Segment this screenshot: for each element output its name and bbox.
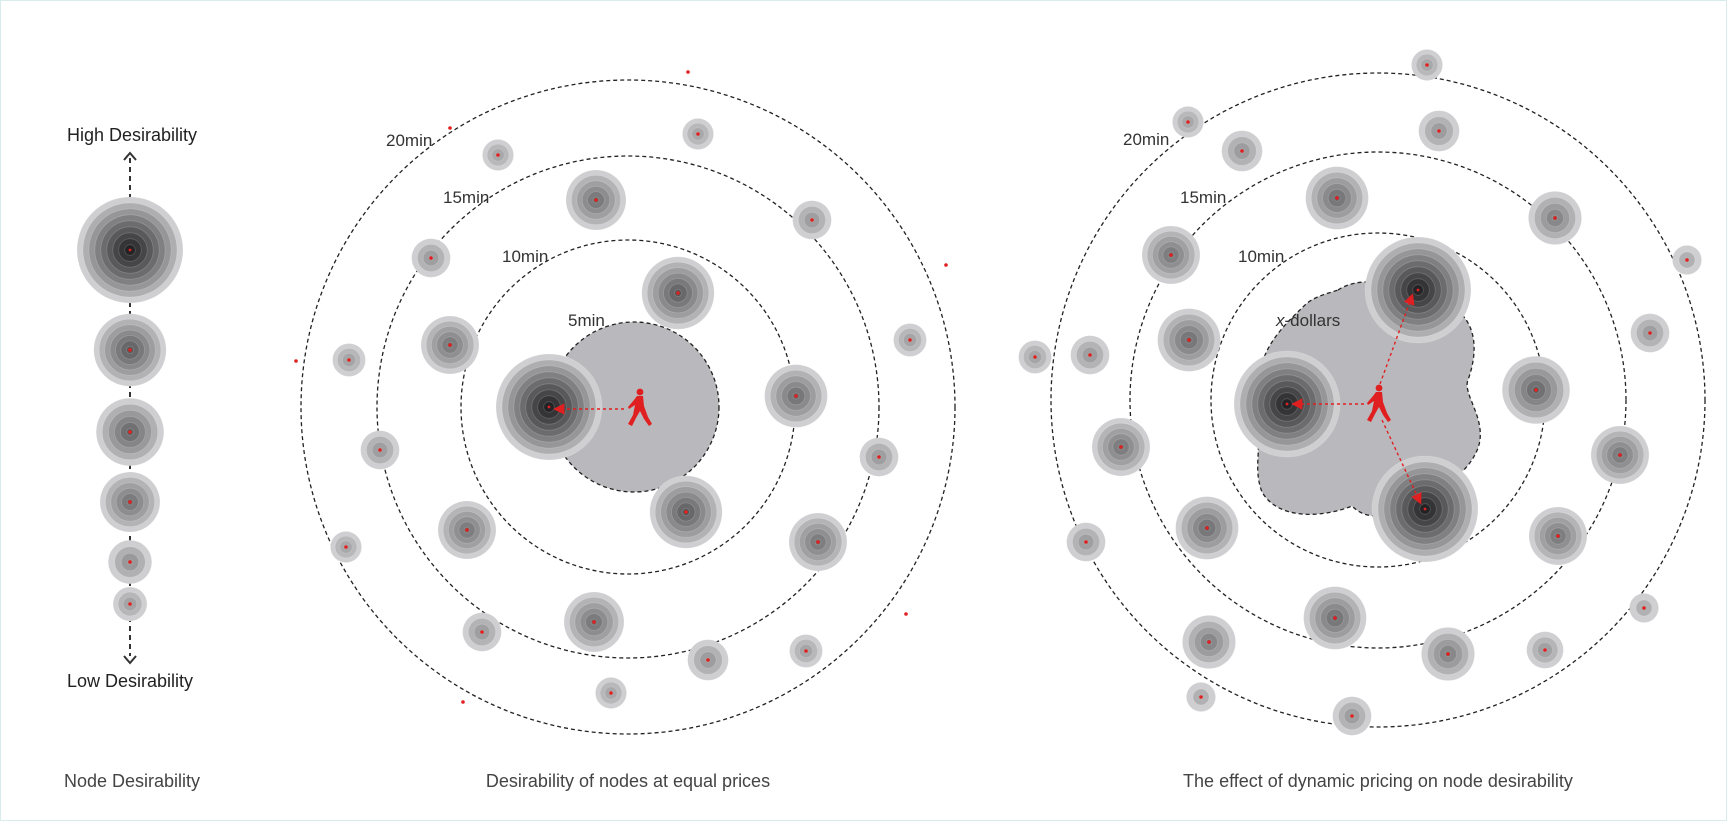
scale-node-icon — [112, 586, 148, 622]
desirability-node-icon — [1418, 110, 1460, 152]
ring-20min — [1050, 72, 1706, 728]
desirability-node-icon — [1672, 244, 1703, 275]
ring-label-15min: 15min — [443, 188, 489, 207]
arrow-down-icon — [123, 655, 137, 665]
panel-dynamic-pricing: 20min 15min 10min x-dollars The effect o… — [1018, 49, 1706, 791]
desirability-node-icon — [360, 430, 400, 470]
desirability-node-icon — [1303, 586, 1367, 650]
ring-15min — [376, 155, 880, 659]
empty-node-dot — [686, 70, 690, 74]
ring-label-20min: 20min — [386, 131, 432, 150]
ring-label-10min: 10min — [502, 247, 548, 266]
scale-node-icon — [95, 397, 165, 467]
desirability-node-icon — [329, 531, 362, 564]
dynamic-pricing-caption: The effect of dynamic pricing on node de… — [1183, 771, 1573, 791]
nodes-equal-prices — [294, 70, 948, 710]
desirability-node-icon — [1175, 496, 1239, 560]
desirability-node-icon — [1070, 335, 1110, 375]
ring-label-10min: 10min — [1238, 247, 1284, 266]
desirability-node-icon — [1590, 425, 1650, 485]
travel-arrow-up — [1379, 293, 1415, 385]
desirability-node-icon — [649, 475, 723, 549]
high-desirability-label: High Desirability — [67, 125, 197, 145]
node-desirability-scale: High Desirability Low Desirability Node … — [64, 125, 200, 791]
ring-15min — [1129, 151, 1627, 649]
desirability-node-icon — [1233, 350, 1341, 458]
desirability-node-icon — [481, 138, 514, 171]
desirability-node-icon — [411, 238, 451, 278]
desirability-node-icon — [1066, 522, 1106, 562]
empty-node-dot — [461, 700, 465, 704]
desirability-node-icon — [1629, 593, 1660, 624]
desirability-node-icon — [764, 364, 828, 428]
desirability-node-icon — [1172, 106, 1205, 139]
desirability-node-icon — [565, 169, 627, 231]
desirability-node-icon — [641, 256, 715, 330]
desirability-node-icon — [332, 343, 366, 377]
desirability-node-icon — [420, 315, 480, 375]
desirability-node-icon — [1221, 130, 1263, 172]
desirability-node-icon — [682, 118, 715, 151]
desirability-node-icon — [687, 639, 729, 681]
desirability-node-icon — [1091, 417, 1151, 477]
ring-20min — [300, 79, 956, 735]
scale-node-icon — [107, 539, 153, 585]
desirability-node-icon — [1411, 49, 1444, 82]
zone-price-unit: -dollars — [1285, 311, 1341, 330]
desirability-node-icon — [1157, 308, 1221, 372]
empty-node-dot — [448, 126, 452, 130]
scale-node-icon — [76, 196, 184, 304]
desirability-node-icon — [1528, 190, 1583, 245]
empty-node-dot — [904, 612, 908, 616]
ring-label-20min: 20min — [1123, 130, 1169, 149]
desirability-node-icon — [1421, 627, 1476, 682]
arrow-up-icon — [123, 151, 137, 161]
desirability-node-icon — [1018, 340, 1052, 374]
ring-label-5min: 5min — [568, 311, 605, 330]
scale-node-icon — [99, 471, 161, 533]
desirability-node-icon — [1371, 455, 1479, 563]
zone-price-label: x-dollars — [1275, 311, 1340, 330]
desirability-node-icon — [1526, 631, 1564, 669]
desirability-node-icon — [859, 437, 899, 477]
panel-equal-prices: 20min 15min 10min 5min Desirability of n… — [294, 70, 956, 791]
desirability-node-icon — [1528, 506, 1588, 566]
ring-label-15min: 15min — [1180, 188, 1226, 207]
desirability-node-icon — [1630, 313, 1670, 353]
desirability-node-icon — [495, 353, 603, 461]
desirability-node-icon — [1182, 615, 1237, 670]
scale-node-icon — [93, 313, 167, 387]
desirability-node-icon — [1364, 236, 1472, 344]
desirability-node-icon — [462, 612, 502, 652]
desirability-node-icon — [1501, 355, 1571, 425]
low-desirability-label: Low Desirability — [67, 671, 193, 691]
empty-node-dot — [944, 263, 948, 267]
desirability-node-icon — [1141, 225, 1201, 285]
desirability-node-icon — [792, 200, 832, 240]
desirability-node-icon — [789, 634, 823, 668]
desirability-node-icon — [893, 323, 927, 357]
desirability-node-icon — [595, 677, 628, 710]
equal-prices-caption: Desirability of nodes at equal prices — [486, 771, 770, 791]
desirability-node-icon — [1305, 166, 1369, 230]
desirability-node-icon — [437, 500, 497, 560]
desirability-node-icon — [788, 512, 848, 572]
desirability-node-icon — [1186, 682, 1217, 713]
scale-nodes — [76, 196, 184, 622]
zone-price-var: x — [1275, 311, 1285, 330]
empty-node-dot — [294, 359, 298, 363]
node-desirability-caption: Node Desirability — [64, 771, 200, 791]
desirability-node-icon — [563, 591, 625, 653]
desirability-node-icon — [1332, 696, 1372, 736]
